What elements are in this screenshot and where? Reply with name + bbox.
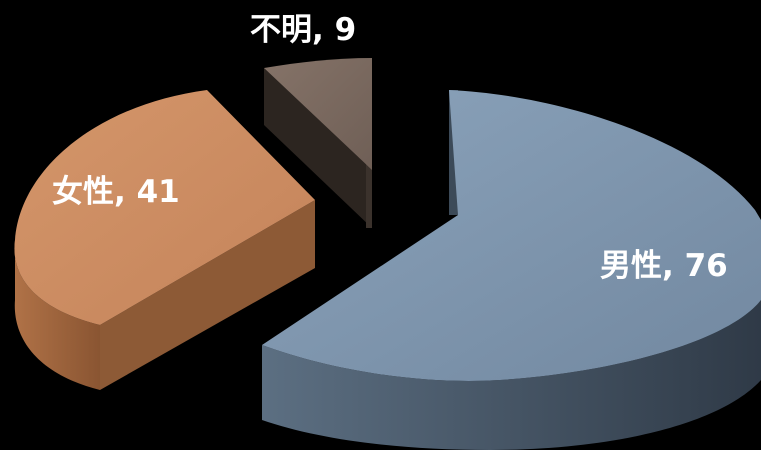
slice-label-unknown: 不明, 9 xyxy=(250,12,356,48)
slice-unknown-cut-left xyxy=(264,68,372,228)
slice-male-top xyxy=(262,90,761,381)
slice-female xyxy=(14,90,315,390)
slice-male xyxy=(262,90,761,450)
slice-male-side xyxy=(262,300,761,450)
slice-female-cut xyxy=(100,200,315,390)
slice-female-side xyxy=(14,240,101,390)
slice-female-top xyxy=(14,90,315,325)
slice-unknown-top xyxy=(264,58,372,170)
slice-label-female: 女性, 41 xyxy=(52,174,180,210)
slice-label-male: 男性, 76 xyxy=(600,248,728,284)
slice-unknown xyxy=(264,58,372,228)
